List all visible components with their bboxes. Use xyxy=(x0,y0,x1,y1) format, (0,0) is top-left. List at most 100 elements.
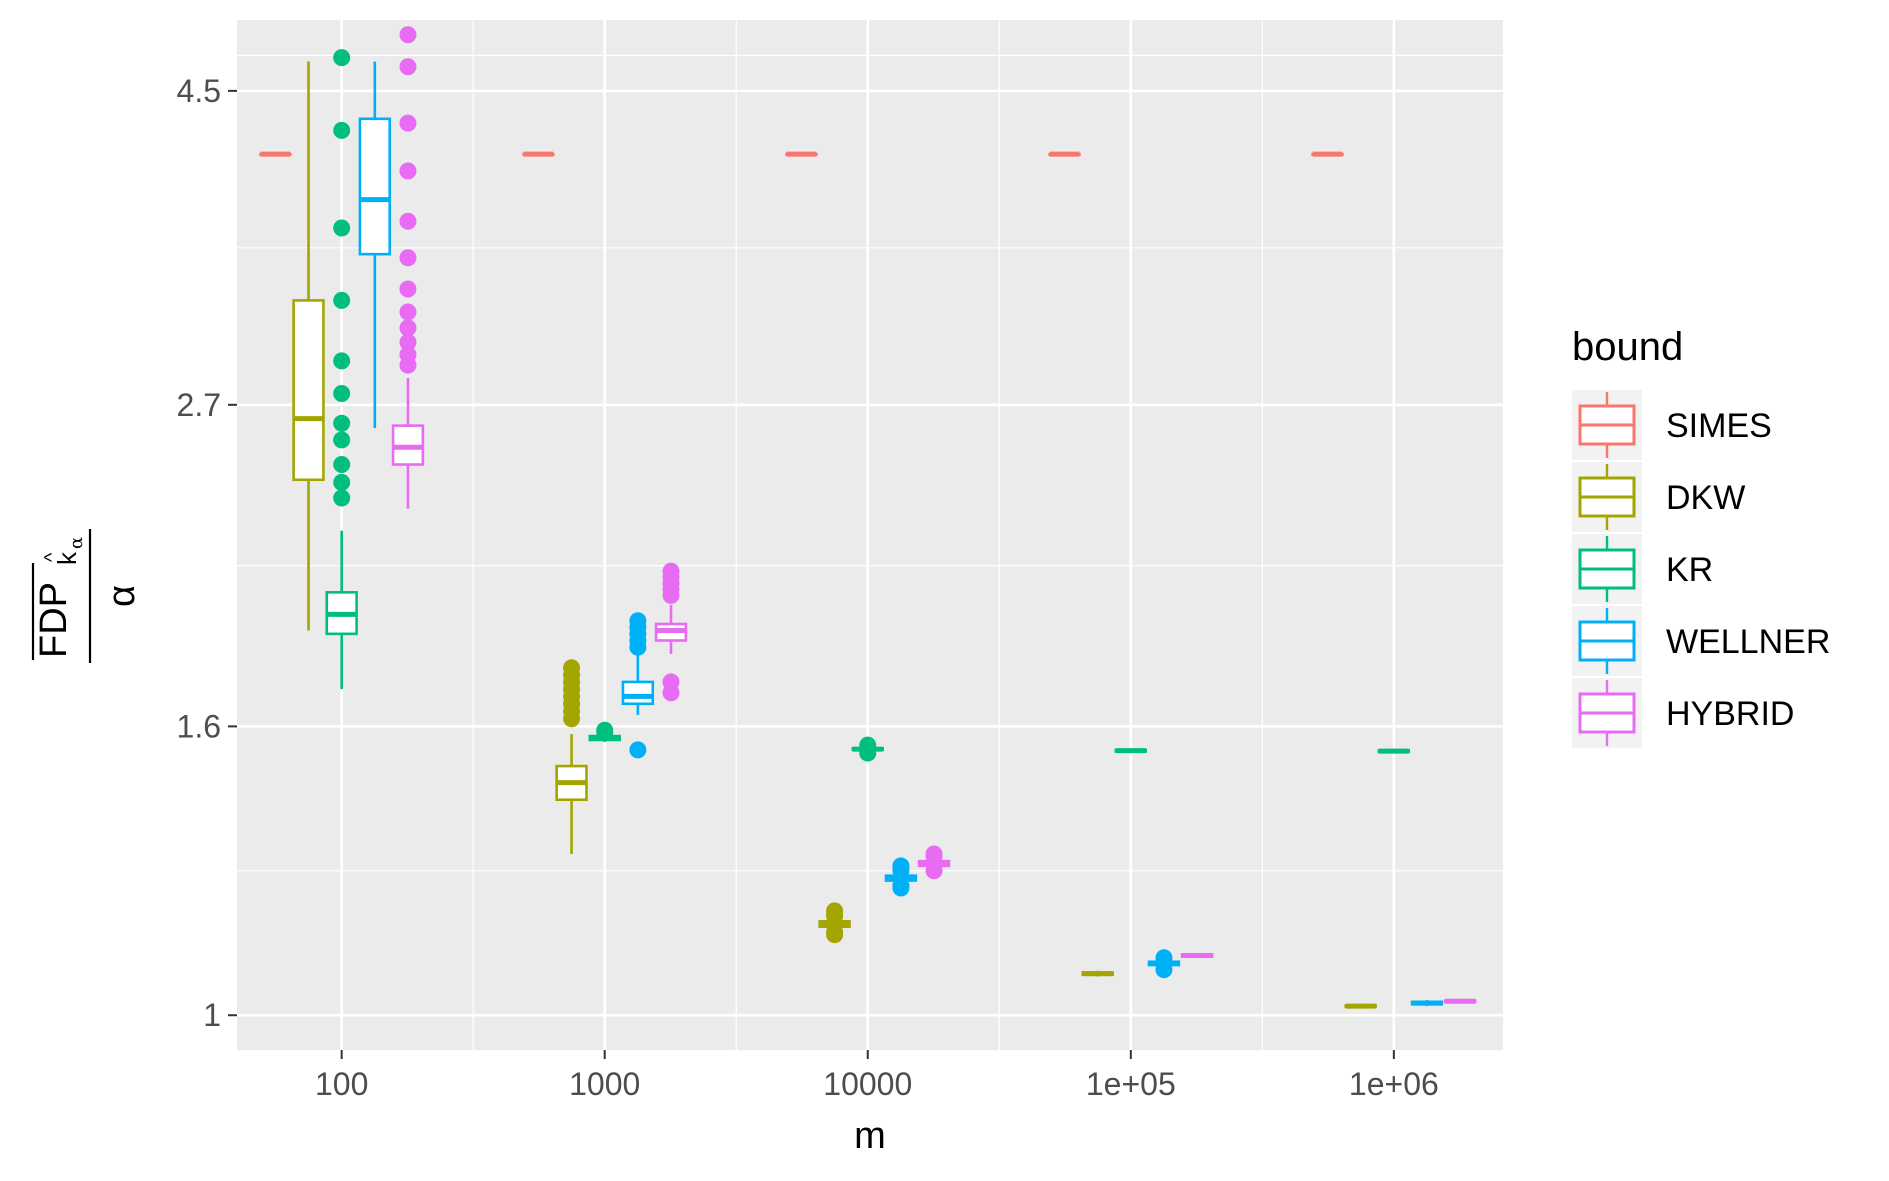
plot-panel xyxy=(237,20,1503,1050)
outlier-point xyxy=(563,659,581,677)
box-hybrid-1000 xyxy=(654,562,688,702)
box-simes-100000 xyxy=(1048,151,1081,157)
grid-minor xyxy=(237,20,1503,1050)
outlier-point xyxy=(1155,961,1173,979)
box-wellner-1000000 xyxy=(1410,1000,1444,1007)
x-tick-label: 1e+06 xyxy=(1349,1066,1439,1102)
outlier-point xyxy=(333,352,351,370)
y-tick-label: 1 xyxy=(203,997,221,1033)
outlier-point xyxy=(826,923,844,941)
outlier-point xyxy=(333,49,351,67)
outlier-point xyxy=(925,862,943,880)
outlier-point xyxy=(333,473,351,491)
legend-title: bound xyxy=(1572,325,1683,369)
x-axis: 100 1000 10000 1e+05 1e+06 xyxy=(315,1050,1439,1102)
box-wellner-100000 xyxy=(1147,949,1181,979)
outlier-point xyxy=(399,114,417,132)
box-kr-10000 xyxy=(851,736,884,762)
box-wellner-1000 xyxy=(621,612,655,759)
legend: bound SIMES DKW KR WELLNER HYBRID xyxy=(1572,325,1830,748)
outlier-point xyxy=(596,721,614,739)
box-hybrid-100 xyxy=(391,26,425,509)
legend-label: HYBRID xyxy=(1666,695,1794,733)
legend-item-kr: KR xyxy=(1572,534,1713,604)
outlier-point xyxy=(399,346,417,364)
outlier-point xyxy=(333,414,351,432)
outlier-point xyxy=(399,212,417,230)
x-tick-label: 10000 xyxy=(823,1066,912,1102)
legend-item-dkw: DKW xyxy=(1572,462,1745,532)
outlier-point xyxy=(333,121,351,139)
legend-label: WELLNER xyxy=(1666,623,1830,661)
legend-item-hybrid: HYBRID xyxy=(1572,678,1794,748)
legend-label: SIMES xyxy=(1666,407,1772,445)
outlier-point xyxy=(399,162,417,180)
y-tick-label: 1.6 xyxy=(177,708,221,744)
y-title-denominator: α xyxy=(101,585,143,607)
outlier-point xyxy=(333,489,351,507)
x-tick-label: 1000 xyxy=(569,1066,640,1102)
box-hybrid-100000 xyxy=(1180,953,1214,959)
outlier-point xyxy=(333,291,351,309)
boxplot-layer xyxy=(259,26,1477,1009)
box-iqr xyxy=(292,299,325,482)
y-title-subscript: k xyxy=(52,551,82,565)
outlier-point xyxy=(399,249,417,267)
box-kr-1000 xyxy=(588,721,621,742)
box-hybrid-10000 xyxy=(917,845,951,880)
box-dkw-1000 xyxy=(555,659,588,854)
outlier-point xyxy=(399,280,417,298)
outlier-point xyxy=(399,319,417,337)
box-simes-1000 xyxy=(522,151,555,157)
box-simes-1000000 xyxy=(1311,151,1344,157)
outlier-point xyxy=(629,612,647,630)
y-title-subsubscript: α xyxy=(66,537,87,549)
box-kr-1000000 xyxy=(1377,748,1411,754)
outlier-point xyxy=(662,673,680,691)
outlier-point xyxy=(629,741,647,759)
y-title-numerator: FDP xyxy=(33,582,75,658)
box-kr-100000 xyxy=(1114,748,1148,754)
outlier-point xyxy=(399,303,417,321)
y-title-hat: ^ xyxy=(41,552,63,562)
outlier-point xyxy=(399,58,417,76)
box-iqr xyxy=(621,680,655,706)
y-axis: 1 1.6 2.7 4.5 xyxy=(177,73,237,1033)
box-dkw-100 xyxy=(292,61,325,631)
box-wellner-100 xyxy=(358,61,392,429)
outlier-point xyxy=(333,456,351,474)
outlier-point xyxy=(892,857,910,875)
outlier-point xyxy=(859,744,877,762)
y-tick-label: 2.7 xyxy=(177,387,221,423)
outlier-point xyxy=(826,902,844,920)
outlier-point xyxy=(925,845,943,863)
box-wellner-10000 xyxy=(884,857,918,897)
outlier-point xyxy=(333,385,351,403)
box-hybrid-1000000 xyxy=(1443,998,1477,1004)
legend-item-simes: SIMES xyxy=(1572,390,1772,460)
box-dkw-10000 xyxy=(818,902,851,944)
outlier-point xyxy=(333,219,351,237)
y-axis-title: FDP k α ^ α xyxy=(31,529,143,663)
legend-label: DKW xyxy=(1666,479,1745,517)
box-dkw-100000 xyxy=(1081,970,1114,977)
box-iqr xyxy=(358,117,392,256)
outlier-point xyxy=(333,431,351,449)
box-kr-100 xyxy=(325,49,358,690)
box-simes-10000 xyxy=(785,151,818,157)
outlier-point xyxy=(399,26,417,44)
outlier-point xyxy=(662,562,680,580)
box-simes-100 xyxy=(259,151,292,157)
y-tick-label: 4.5 xyxy=(177,73,221,109)
x-tick-label: 100 xyxy=(315,1066,368,1102)
box-dkw-1000000 xyxy=(1344,1003,1377,1009)
legend-items: SIMES DKW KR WELLNER HYBRID xyxy=(1572,390,1830,748)
outlier-point xyxy=(399,333,417,351)
outlier-point xyxy=(892,877,910,895)
legend-label: KR xyxy=(1666,551,1713,589)
x-tick-label: 1e+05 xyxy=(1086,1066,1176,1102)
outlier-point xyxy=(1155,949,1173,967)
x-axis-title: m xyxy=(854,1115,886,1157)
legend-item-wellner: WELLNER xyxy=(1572,606,1830,676)
